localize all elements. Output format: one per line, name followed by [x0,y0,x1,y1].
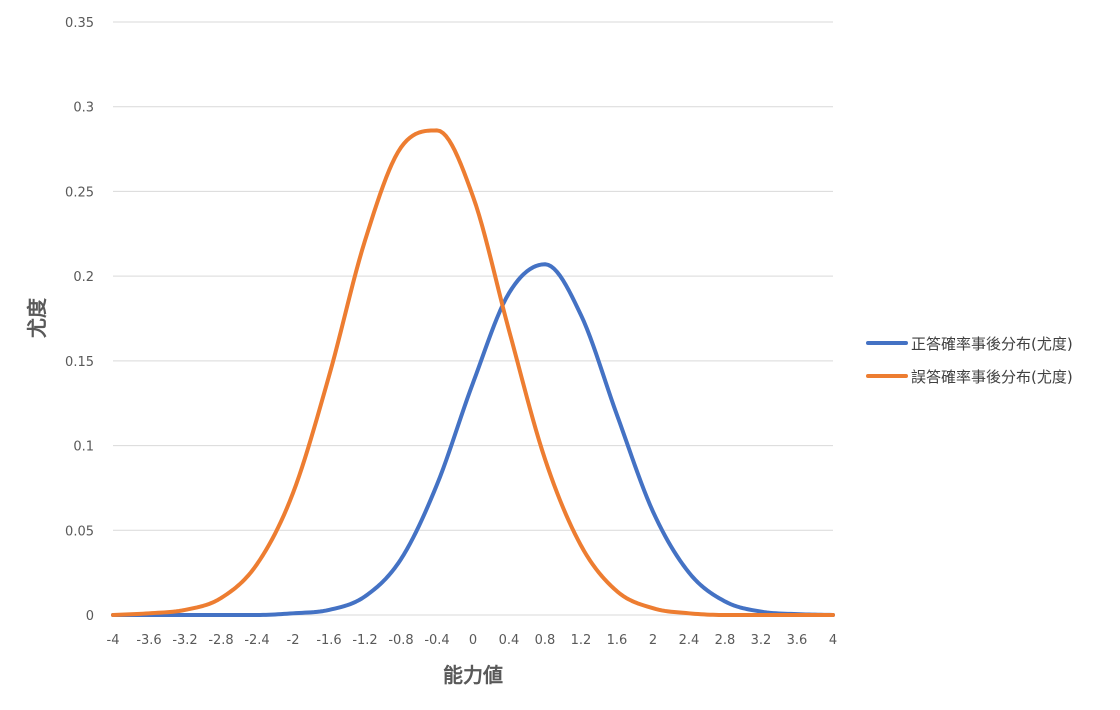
x-tick-label: -1.2 [352,633,377,648]
x-tick-label: 2.8 [715,633,736,648]
x-axis-title: 能力値 [443,663,503,687]
x-tick-label: 4 [829,633,837,648]
x-tick-label: -3.6 [136,633,161,648]
x-tick-label: 1.2 [571,633,592,648]
grid-lines [113,21,833,616]
x-tick-label: -1.6 [316,633,341,648]
x-tick-label: 0.8 [535,633,556,648]
legend: 正答確率事後分布(尤度) 誤答確率事後分布(尤度) [866,335,1073,386]
x-tick-label: 0 [469,633,477,648]
x-tick-label: -0.4 [424,633,449,648]
y-tick-label: 0 [86,609,94,624]
y-axis-title: 尤度 [25,297,49,338]
x-tick-label: -0.8 [388,633,413,648]
x-tick-label: 0.4 [499,633,520,648]
series-line-1 [111,262,835,617]
series-lines [111,128,835,617]
x-tick-label: -2.8 [208,633,233,648]
x-tick-label: 3.6 [787,633,808,648]
x-axis-ticks: -4 -3.6 -3.2 -2.8 -2.4 -2 -1.6 -1.2 -0.8 -0.4 0 0.4… [107,633,838,648]
legend-label-1: 正答確率事後分布(尤度) [911,335,1073,353]
y-tick-label: 0.15 [65,355,94,370]
x-tick-label: -4 [107,633,120,648]
y-tick-label: 0.35 [65,16,94,31]
y-tick-label: 0.3 [73,101,94,116]
series-line-2 [111,128,835,617]
x-tick-label: -3.2 [172,633,197,648]
x-tick-label: 3.2 [751,633,772,648]
x-tick-label: 1.6 [607,633,628,648]
x-tick-label: 2.4 [679,633,700,648]
y-tick-label: 0.1 [73,440,94,455]
x-tick-label: -2.4 [244,633,269,648]
x-tick-label: -2 [287,633,300,648]
y-tick-label: 0.05 [65,524,94,539]
y-tick-label: 0.25 [65,185,94,200]
y-axis-ticks: 0 0.05 0.1 0.15 0.2 0.25 0.3 0.35 [65,16,94,624]
x-tick-label: 2 [649,633,657,648]
legend-label-2: 誤答確率事後分布(尤度) [911,368,1073,386]
y-tick-label: 0.2 [73,270,94,285]
